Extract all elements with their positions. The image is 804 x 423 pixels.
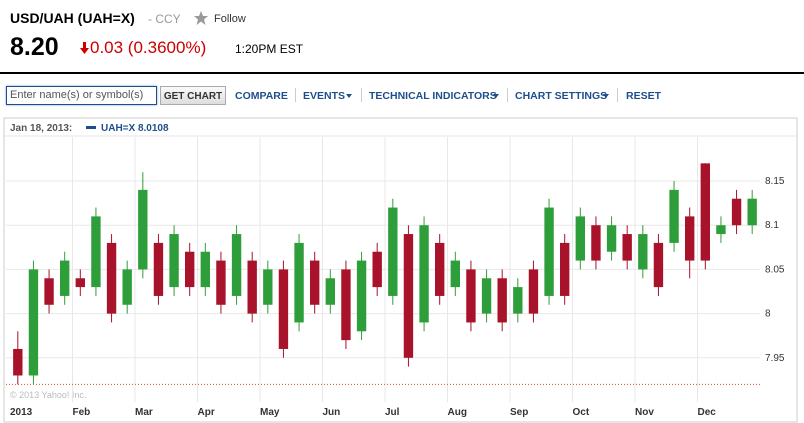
y-tick-label: 7.95 [765, 353, 785, 364]
change: 0.03 (0.3600%) [90, 38, 207, 57]
candle-body [544, 207, 554, 296]
copyright: © 2013 Yahoo! Inc. [10, 390, 86, 400]
compare-link[interactable]: COMPARE [235, 90, 288, 102]
candle-body [747, 198, 757, 226]
x-tick-label: Apr [198, 407, 215, 418]
x-tick-label: Feb [73, 407, 91, 418]
candle-body [700, 163, 710, 261]
follow-link[interactable]: Follow [214, 13, 246, 25]
star-icon[interactable] [193, 10, 209, 26]
candle-body [13, 348, 23, 376]
candle-body [216, 260, 226, 305]
symbol-input[interactable]: Enter name(s) or symbol(s) [6, 86, 157, 105]
dropdown-icon [603, 94, 609, 98]
separator [507, 88, 508, 102]
candle-body [278, 269, 289, 349]
legend-date: Jan 18, 2013: [10, 123, 72, 134]
price: 8.20 [10, 33, 59, 61]
candle-body [60, 260, 70, 296]
x-tick-label: Aug [448, 407, 467, 418]
candle-body [91, 216, 101, 288]
candle-body [591, 225, 601, 261]
separator [295, 88, 296, 102]
candle-body [481, 278, 492, 314]
dropdown-icon [346, 94, 352, 98]
dropdown-icon [493, 94, 499, 98]
x-tick-label: May [260, 407, 280, 418]
candle-body [294, 242, 304, 323]
down-arrow [80, 42, 89, 54]
divider [0, 72, 804, 74]
candle-body [419, 225, 429, 323]
candle-body [731, 198, 742, 226]
reset-link[interactable]: RESET [626, 90, 662, 102]
indicators-link[interactable]: TECHNICAL INDICATORS [369, 90, 497, 102]
x-tick-label: Mar [135, 407, 153, 418]
candle-body [153, 242, 164, 296]
candle-body [247, 260, 257, 314]
candle-body [716, 225, 726, 235]
candle-body [122, 269, 132, 305]
exchange: - CCY [148, 12, 181, 26]
separator [617, 88, 618, 102]
candle-body [185, 251, 195, 288]
chart-frame [3, 117, 798, 423]
separator [361, 88, 362, 102]
candle-body [169, 234, 179, 288]
candle-body [403, 234, 414, 358]
candle-body [231, 234, 242, 296]
y-tick-label: 8.05 [765, 264, 785, 275]
candle-body [606, 225, 617, 252]
candle-body [28, 269, 39, 376]
candle-body [622, 234, 632, 261]
candle-body [669, 189, 679, 243]
candle-body [263, 269, 273, 305]
candle-body [497, 278, 507, 323]
candle-body [341, 269, 351, 341]
candle-body [138, 189, 148, 270]
candle-body [685, 216, 695, 261]
candle-body [372, 251, 382, 288]
candle-body [638, 234, 648, 270]
legend-label: UAH=X 8.0108 [101, 123, 169, 134]
x-tick-label: Oct [573, 407, 590, 418]
candle-body [435, 242, 445, 296]
candle-body [388, 207, 398, 296]
y-tick-label: 8.1 [765, 220, 779, 231]
x-tick-label: Jul [385, 407, 400, 418]
candle-body [325, 278, 335, 305]
x-tick-label: Jun [323, 407, 341, 418]
legend-swatch [86, 126, 96, 129]
candle-body [653, 242, 664, 288]
candle-body [356, 260, 367, 332]
candle-body [450, 260, 460, 288]
x-tick-label: 2013 [10, 407, 33, 418]
candle-body [75, 278, 85, 288]
candle-body [44, 278, 54, 305]
time: 1:20PM EST [235, 42, 304, 56]
candle-body [560, 242, 570, 296]
x-tick-label: Sep [510, 407, 528, 418]
candle-body [528, 269, 539, 314]
candle-body [513, 287, 523, 314]
get-chart-button[interactable]: GET CHART [160, 86, 226, 105]
candle-body [200, 251, 210, 288]
settings-link[interactable]: CHART SETTINGS [515, 90, 608, 102]
title: USD/UAH (UAH=X) [10, 10, 135, 26]
candle-body [575, 216, 585, 261]
candle-body [106, 242, 117, 314]
y-tick-label: 8.15 [765, 176, 785, 187]
candle-body [466, 269, 476, 323]
events-link[interactable]: EVENTS [303, 90, 346, 102]
candle-body [310, 260, 320, 305]
x-tick-label: Dec [698, 407, 717, 418]
x-tick-label: Nov [635, 407, 654, 418]
y-tick-label: 8 [765, 309, 771, 320]
